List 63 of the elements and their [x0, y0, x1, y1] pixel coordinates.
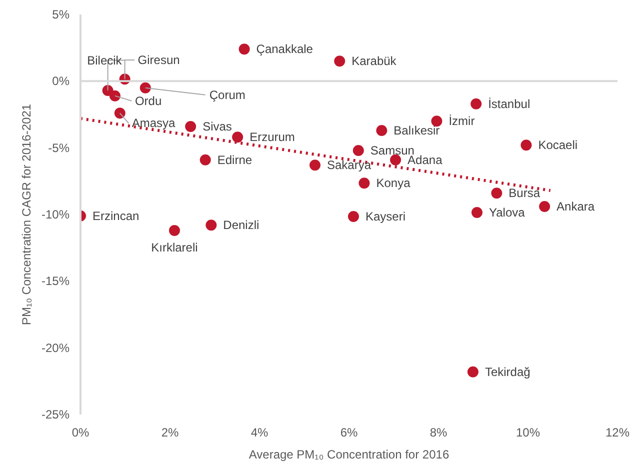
x-axis-title: Average PM₁₀ Concentration for 2016 — [248, 448, 450, 462]
point — [185, 121, 196, 132]
annotation: Konya — [376, 176, 411, 190]
x-tick-label: 10% — [516, 426, 540, 440]
annotation: Karabük — [352, 54, 398, 68]
point — [467, 366, 478, 378]
annotation: Çanakkale — [256, 42, 314, 56]
annotation: Erzurum — [250, 130, 295, 144]
point — [471, 207, 482, 218]
annotation: Edirne — [217, 152, 252, 167]
y-axis-title: PM₁₀ Concentration CAGR for 2016-2021 — [19, 104, 34, 326]
y-tick-label: -25% — [41, 408, 70, 422]
annotation: Kırklareli — [151, 240, 198, 254]
point — [348, 211, 359, 222]
y-tick-label: -20% — [41, 340, 70, 355]
point — [539, 201, 550, 212]
annotation: Erzincan — [92, 208, 140, 223]
annotation: Denizli — [223, 218, 260, 232]
point — [206, 220, 217, 231]
point — [431, 116, 442, 127]
x-tick-label: 4% — [250, 426, 268, 440]
annotation: İstanbul — [488, 96, 530, 111]
point — [520, 140, 532, 151]
point — [309, 160, 320, 171]
annotation: Yalova — [488, 206, 526, 220]
point — [358, 178, 370, 189]
annotation: Çorum — [209, 88, 246, 102]
x-tick-label: 8% — [430, 426, 448, 440]
x-tick-label: 6% — [340, 426, 358, 440]
annotation: Tekirdağ — [484, 364, 530, 379]
y-tick-label: 5% — [52, 8, 70, 22]
x-tick-label: 12% — [605, 426, 630, 440]
x-tick-label: 0% — [72, 426, 90, 440]
point — [238, 44, 250, 55]
point — [168, 225, 180, 236]
annotation: Bilecik — [87, 54, 123, 68]
point — [140, 82, 151, 94]
annotation: Kayseri — [365, 210, 406, 224]
point — [390, 154, 402, 166]
y-tick-label: -5% — [48, 140, 70, 155]
annotation: Sivas — [202, 120, 232, 134]
y-tick-label: 0% — [52, 74, 70, 88]
annotation: Giresun — [138, 53, 180, 68]
point — [491, 188, 502, 199]
annotation: Balıkesir — [394, 124, 440, 138]
point — [200, 154, 211, 166]
y-tick-label: -10% — [41, 208, 70, 222]
point — [232, 132, 244, 143]
annotation: Ordu — [134, 94, 162, 108]
annotation: Bursa — [508, 186, 540, 200]
annotation: Ankara — [556, 200, 595, 214]
annotation: Sakarya — [326, 158, 372, 172]
x-tick-label: 2% — [161, 426, 179, 440]
annotation: İzmir — [448, 114, 475, 128]
point — [334, 56, 346, 67]
point — [109, 90, 120, 102]
point — [376, 125, 388, 136]
annotation: Kocaeli — [538, 138, 578, 152]
point — [114, 108, 126, 119]
y-tick-label: -15% — [41, 274, 70, 288]
point — [352, 145, 364, 156]
annotation: Amasya — [132, 116, 176, 130]
point — [470, 98, 482, 110]
